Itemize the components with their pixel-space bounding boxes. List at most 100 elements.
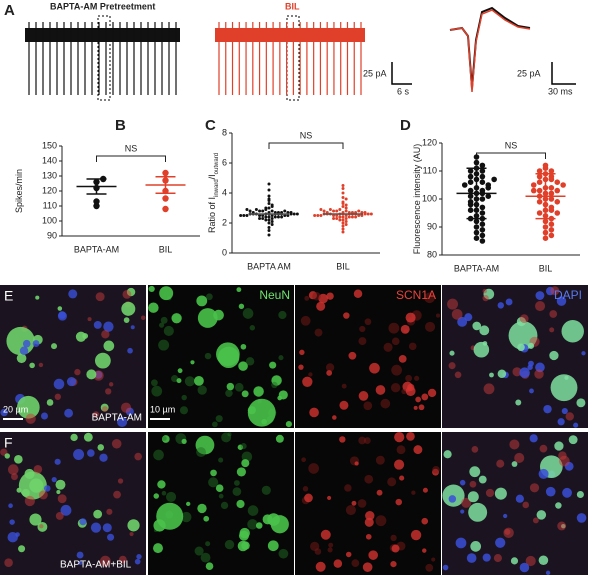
micrograph-cell [75, 331, 87, 342]
micrograph-cell [527, 342, 535, 349]
micrograph-cell [375, 385, 386, 395]
micrograph-cell [240, 343, 247, 350]
data-point [162, 195, 169, 202]
micrograph-cell [159, 286, 174, 301]
y-axis-label: Fluorescence intensity (AU) [412, 144, 422, 255]
data-point [467, 193, 474, 199]
data-point [338, 208, 342, 211]
micrograph-cell [568, 435, 578, 445]
micrograph-cell [4, 453, 10, 459]
y-axis-label: Spikes/min [14, 169, 24, 213]
micrograph-cell [519, 367, 530, 378]
micrograph-cell [395, 498, 402, 506]
micrograph-cell [240, 443, 247, 450]
data-point [548, 176, 555, 183]
micrograph-cell [241, 390, 249, 398]
micrograph-cell [576, 513, 587, 523]
data-point [344, 220, 348, 223]
micrograph-cell [171, 313, 182, 324]
data-point [542, 218, 549, 225]
micrograph-cell [158, 339, 170, 351]
micrograph-cell [471, 446, 479, 453]
micrograph-cell [425, 321, 436, 332]
micrograph-cell [113, 490, 121, 499]
micrograph-cell [483, 383, 495, 395]
data-point [542, 229, 549, 236]
micrograph-cell [39, 524, 44, 529]
scale-label: 25 pA [363, 68, 387, 78]
micrograph-cell [160, 316, 168, 324]
micrograph-cell [431, 557, 436, 562]
data-point [530, 182, 537, 188]
data-point [491, 176, 497, 183]
data-point [536, 179, 543, 185]
micrograph-cell [301, 457, 307, 463]
micrograph-cell [482, 341, 488, 346]
micrograph-cell [122, 289, 132, 299]
micrograph-cell [57, 306, 63, 311]
micrograph-cell [449, 350, 455, 356]
micrograph-cell [87, 449, 95, 457]
micrograph-cell [15, 532, 20, 537]
micrograph-cell [97, 444, 105, 451]
scale-label: 6 s [397, 86, 410, 96]
micrograph-cell [225, 389, 233, 398]
data-point [473, 235, 480, 241]
micrograph-cell [302, 376, 313, 387]
micrograph-cell [325, 363, 335, 372]
micrograph-cell [517, 343, 525, 352]
micrograph-cell [510, 557, 519, 565]
data-point [258, 217, 262, 220]
micrograph-cell [245, 357, 255, 366]
data-point [479, 221, 486, 227]
data-point [554, 179, 561, 185]
micrograph-cell [184, 376, 195, 387]
data-point [530, 187, 537, 194]
micrograph-cell [470, 540, 482, 552]
micrograph-cell [111, 438, 122, 449]
micrograph-cell [8, 503, 13, 509]
micrograph-cell [391, 544, 400, 553]
data-point [267, 182, 271, 186]
micrograph-label: 20 µm [3, 404, 28, 414]
x-tick-label: BAPTA-AM [454, 263, 499, 273]
micrograph-cell [186, 501, 191, 507]
micrograph-cell [539, 444, 548, 453]
micrograph-cell [469, 466, 481, 478]
micrograph-cell [87, 317, 92, 322]
micrograph-cell [545, 570, 551, 575]
y-tick-label: 100 [422, 193, 437, 203]
micrograph-cell [57, 494, 67, 504]
micrograph-cell [357, 499, 367, 508]
data-point [536, 210, 543, 216]
micrograph-cell [405, 374, 413, 382]
data-point [248, 209, 252, 213]
data-point [461, 182, 468, 188]
micrograph-cell [118, 555, 127, 564]
data-point [254, 208, 258, 211]
x-tick-label: BIL [539, 263, 553, 273]
panel-letter: B [115, 117, 126, 134]
data-point [289, 211, 293, 214]
micrograph-cell [515, 494, 524, 503]
data-point [363, 211, 367, 214]
significance-bracket [476, 152, 546, 159]
micrograph-cell [16, 353, 27, 364]
micrograph-cell [442, 564, 449, 571]
y-tick-label: 90 [47, 230, 57, 240]
micrograph-cell [365, 533, 372, 540]
data-point [344, 206, 348, 210]
micrograph-cell [261, 485, 271, 495]
micrograph-cell [218, 493, 224, 499]
micrograph-cell [238, 361, 248, 371]
micrograph-cell [432, 466, 440, 474]
data-point [473, 159, 480, 166]
data-point [267, 206, 271, 210]
micrograph-cell [457, 316, 468, 327]
data-point [332, 209, 336, 213]
data-point [479, 179, 486, 185]
micrograph-cell [269, 361, 277, 369]
micrograph-cell [105, 388, 112, 395]
micrograph-cell [326, 292, 334, 300]
micrograph-cell [489, 372, 494, 378]
